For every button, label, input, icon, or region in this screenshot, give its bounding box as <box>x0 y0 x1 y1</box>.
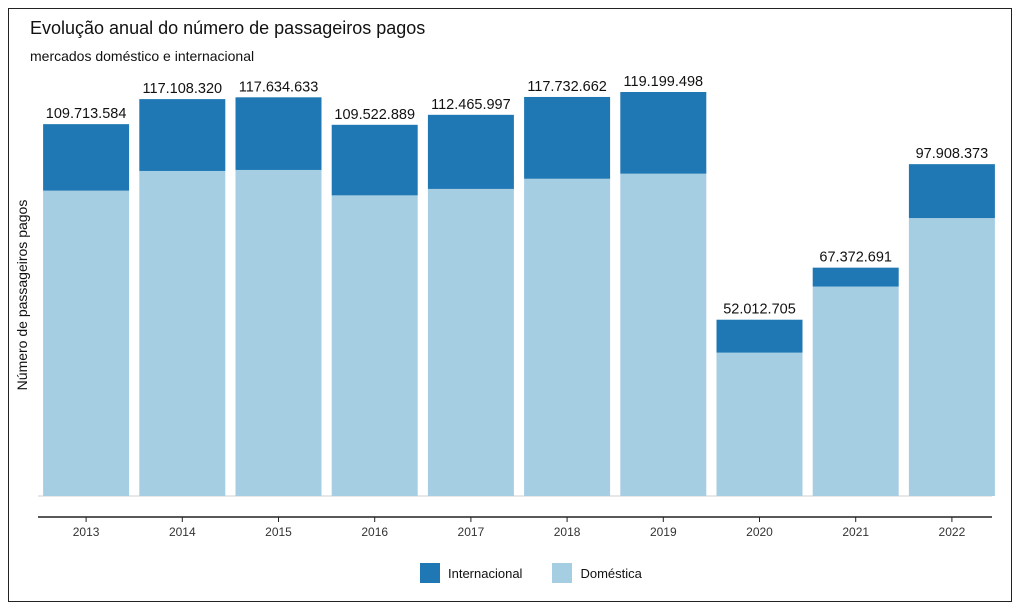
bar-internacional-2019 <box>620 92 707 174</box>
legend-item-domestica: Doméstica <box>552 563 642 583</box>
x-tick-label-2016: 2016 <box>361 525 388 539</box>
bar-domestica-2022 <box>908 218 995 497</box>
x-tick-label-2013: 2013 <box>73 525 100 539</box>
bar-internacional-2022 <box>908 164 995 219</box>
chart-subtitle: mercados doméstico e internacional <box>30 48 255 64</box>
x-tick-label-2019: 2019 <box>650 525 677 539</box>
x-tick-label-2020: 2020 <box>746 525 773 539</box>
bar-domestica-2016 <box>331 195 418 496</box>
total-label-2013: 109.713.584 <box>46 106 127 122</box>
x-tick-label-2021: 2021 <box>842 525 869 539</box>
legend: Internacional Doméstica <box>420 563 672 583</box>
bar-domestica-2018 <box>524 178 611 496</box>
total-label-2022: 97.908.373 <box>916 146 989 162</box>
y-axis-label: Número de passageiros pagos <box>14 200 30 391</box>
bar-internacional-2021 <box>812 267 899 287</box>
total-label-2018: 117.732.662 <box>527 79 607 95</box>
bar-internacional-2018 <box>524 96 611 179</box>
bar-internacional-2013 <box>43 124 130 191</box>
bar-domestica-2021 <box>812 286 899 496</box>
total-label-2020: 52.012.705 <box>723 302 796 318</box>
bar-internacional-2014 <box>139 99 226 171</box>
bar-internacional-2017 <box>427 114 514 189</box>
total-label-2016: 109.522.889 <box>334 107 415 123</box>
bar-internacional-2016 <box>331 124 418 196</box>
bar-domestica-2017 <box>427 188 514 497</box>
bar-domestica-2013 <box>43 190 130 497</box>
bar-domestica-2014 <box>139 170 226 496</box>
x-tick-label-2015: 2015 <box>265 525 292 539</box>
bar-internacional-2015 <box>235 97 322 170</box>
total-label-2014: 117.108.320 <box>143 81 223 97</box>
x-tick-label-2014: 2014 <box>169 525 196 539</box>
total-label-2021: 67.372.691 <box>819 250 892 266</box>
total-label-2019: 119.199.498 <box>624 74 704 90</box>
x-tick-label-2018: 2018 <box>554 525 581 539</box>
legend-swatch-domestica <box>552 563 573 583</box>
x-tick-label-2017: 2017 <box>458 525 485 539</box>
x-tick-label-2022: 2022 <box>939 525 966 539</box>
bar-domestica-2015 <box>235 169 322 496</box>
bar-domestica-2019 <box>620 173 707 496</box>
legend-swatch-internacional <box>420 563 440 583</box>
bar-internacional-2020 <box>716 319 803 353</box>
legend-label-domestica: Doméstica <box>580 565 642 581</box>
total-label-2017: 112.465.997 <box>431 97 511 113</box>
total-label-2015: 117.634.633 <box>239 79 319 95</box>
chart-title: Evolução anual do número de passageiros … <box>30 18 426 38</box>
legend-item-internacional: Internacional <box>420 563 522 583</box>
legend-label-internacional: Internacional <box>448 565 523 581</box>
bar-domestica-2020 <box>716 352 803 496</box>
